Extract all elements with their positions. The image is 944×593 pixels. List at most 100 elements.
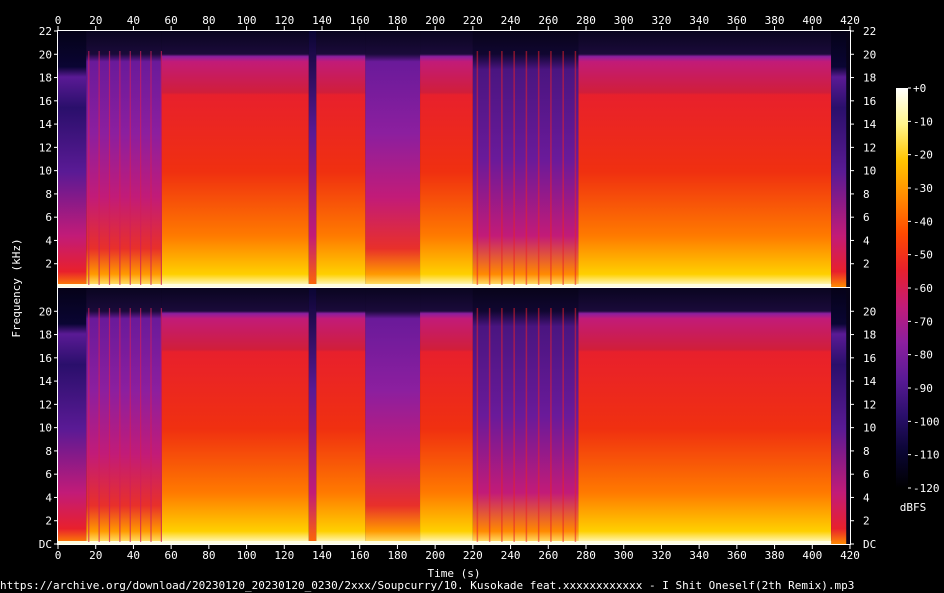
x-tick-label-bottom: 400 [802, 549, 822, 562]
x-tick-label-bottom: 240 [501, 549, 521, 562]
transient-streak-left [140, 51, 142, 285]
x-tick-label-bottom: 60 [165, 549, 178, 562]
colorbar-tick-label: -40 [913, 215, 933, 228]
x-tick-label-top: 260 [538, 14, 558, 27]
x-tick-label-top: 140 [312, 14, 332, 27]
transient-streak-right [501, 308, 503, 542]
x-tick-label-bottom: 220 [463, 549, 483, 562]
y-tick-label-right: 12 [863, 398, 876, 411]
y-axis-label: Frequency (kHz) [10, 238, 23, 337]
y-tick-label-left: 18 [39, 329, 52, 342]
y-tick-label-left: 14 [39, 375, 53, 388]
x-tick-label-top: 340 [689, 14, 709, 27]
y-tick-label-left: 10 [39, 422, 52, 435]
transient-streak-left [108, 51, 111, 285]
colorbar-tick-label: -110 [913, 449, 940, 462]
y-tick-label-right: 18 [863, 72, 876, 85]
x-tick-label-top: 420 [840, 14, 860, 27]
y-tick-label-right: 16 [863, 95, 876, 108]
transient-streak-left [119, 51, 121, 285]
y-tick-label-left: 6 [45, 211, 52, 224]
colorbar-tick-label: +0 [913, 82, 926, 95]
spectrum-segment-left-2 [161, 31, 309, 287]
transient-streak-left [129, 51, 131, 285]
transient-streak-right [513, 308, 515, 542]
colorbar-tick-label: -120 [913, 482, 940, 495]
transient-streak-left [562, 51, 564, 285]
spectrum-segment-right-9 [831, 288, 847, 544]
y-tick-label-right: 16 [863, 352, 876, 365]
spectrum-segment-right-2 [161, 288, 309, 544]
x-tick-label-bottom: 180 [387, 549, 407, 562]
x-tick-label-top: 220 [463, 14, 483, 27]
colorbar-tick-label: -90 [913, 382, 933, 395]
y-tick-label-right: 2 [863, 515, 870, 528]
x-tick-label-top: 160 [350, 14, 370, 27]
transient-streak-right [160, 308, 162, 542]
transient-streak-right [525, 308, 528, 542]
lowfreq-band-right [58, 541, 832, 544]
x-tick-label-bottom: 420 [840, 549, 860, 562]
transient-streak-left [160, 51, 162, 285]
transient-streak-left [98, 51, 100, 285]
y-tick-label-right: 22 [863, 25, 876, 38]
spectrum-segment-left-8 [578, 31, 832, 287]
y-tick-label-right: 18 [863, 329, 876, 342]
y-tick-label-left: 4 [45, 234, 52, 247]
y-tick-label-left: 4 [45, 491, 52, 504]
y-tick-label-left: 18 [39, 72, 52, 85]
transient-streak-left [88, 51, 90, 285]
spectrum-segment-right-4 [316, 288, 366, 544]
colorbar-tick-label: -30 [913, 182, 933, 195]
x-tick-label-bottom: 360 [727, 549, 747, 562]
y-tick-label-left: 12 [39, 141, 52, 154]
y-tick-label-right: 8 [863, 188, 870, 201]
y-tick-label-right: 4 [863, 491, 870, 504]
y-tick-label-right: 4 [863, 234, 870, 247]
x-tick-label-bottom: 380 [765, 549, 785, 562]
y-tick-label-left: 16 [39, 95, 52, 108]
transient-streak-left [513, 51, 515, 285]
spectrum-segment-right-8 [578, 288, 832, 544]
y-tick-label-left: 10 [39, 165, 52, 178]
y-tick-label-left: 2 [45, 258, 52, 271]
x-tick-label-bottom: 140 [312, 549, 332, 562]
x-tick-label-top: 400 [802, 14, 822, 27]
colorbar-tick-label: -70 [913, 315, 933, 328]
x-tick-label-top: 80 [202, 14, 215, 27]
x-tick-label-bottom: 340 [689, 549, 709, 562]
transient-streak-right [488, 308, 491, 542]
x-tick-label-top: 280 [576, 14, 596, 27]
spectrum-segment-left-0 [58, 31, 87, 287]
transient-streak-left [488, 51, 491, 285]
colorbar-tick-label: -20 [913, 149, 933, 162]
colorbar-tick-label: -50 [913, 249, 933, 262]
colorbar-tick-label: -80 [913, 349, 933, 362]
y-tick-label-left: 20 [39, 305, 52, 318]
transient-streak-right [476, 308, 479, 542]
y-tick-label-right: 6 [863, 468, 870, 481]
transient-streak-right [129, 308, 131, 542]
x-tick-label-top: 100 [237, 14, 257, 27]
y-tick-label-right: 10 [863, 165, 876, 178]
y-tick-label-right: 6 [863, 211, 870, 224]
colorbar-gradient [896, 88, 908, 488]
x-tick-label-bottom: 320 [651, 549, 671, 562]
y-tick-label-left: 8 [45, 188, 52, 201]
transient-streak-right [98, 308, 100, 542]
spectrum-segment-right-6 [420, 288, 473, 544]
x-tick-label-bottom: 120 [274, 549, 294, 562]
spectrum-segment-right-0 [58, 288, 87, 544]
x-tick-label-top: 380 [765, 14, 785, 27]
x-axis-label: Time (s) [428, 567, 481, 580]
transient-streak-right [150, 308, 152, 542]
transient-streak-left [525, 51, 528, 285]
y-tick-label-right: 10 [863, 422, 876, 435]
y-tick-label-right: 20 [863, 305, 876, 318]
x-tick-label-top: 360 [727, 14, 747, 27]
transient-streak-right [119, 308, 121, 542]
x-tick-label-bottom: 260 [538, 549, 558, 562]
x-tick-label-top: 300 [614, 14, 634, 27]
spectrum-segment-left-9 [831, 31, 847, 287]
